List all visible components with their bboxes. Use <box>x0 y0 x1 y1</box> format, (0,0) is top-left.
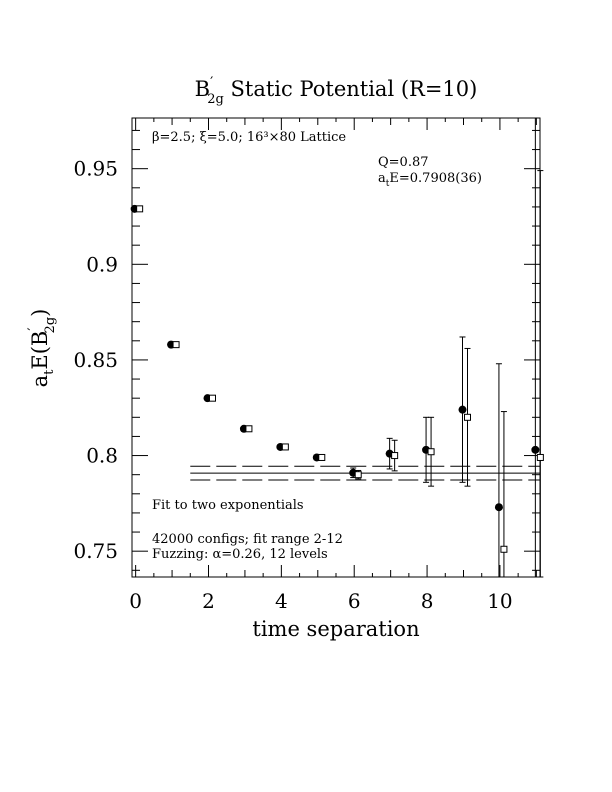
fit-type-annotation: Fit to two exponentials <box>152 498 304 513</box>
square-point <box>136 205 144 213</box>
y-tick-label: 0.85 <box>73 348 118 372</box>
circle-point <box>385 437 394 470</box>
point-marker <box>500 545 508 553</box>
chart-title: B′ 2g Static Potential (R=10) <box>195 75 478 107</box>
x-tick-label: 10 <box>487 589 512 613</box>
ylabel-close: ) <box>28 309 52 317</box>
y-tick-label: 0.75 <box>73 539 118 563</box>
point-marker <box>536 453 544 461</box>
square-point <box>427 416 435 487</box>
x-tick-label: 8 <box>421 589 434 613</box>
square-point <box>354 469 362 480</box>
point-marker <box>531 445 540 454</box>
square-point <box>281 443 289 451</box>
ylabel-t: t <box>42 369 57 375</box>
square-point <box>500 411 508 578</box>
q-annotation: Q=0.87 <box>378 155 429 170</box>
square-point <box>245 425 253 433</box>
data-marks <box>130 117 544 578</box>
title-subscript: 2g <box>207 92 224 107</box>
x-tick-label: 4 <box>275 589 288 613</box>
title-prime: ′ <box>210 75 213 91</box>
ylabel-prime: ′ <box>26 327 42 330</box>
ylabel-a: a <box>28 375 52 388</box>
energy-annotation: atE=0.7908(36) <box>378 171 482 189</box>
x-axis-label: time separation <box>252 617 419 641</box>
configs-annotation: 42000 configs; fit range 2-12 <box>152 532 343 547</box>
energy-a: a <box>378 171 386 186</box>
point-marker <box>136 205 144 213</box>
square-point <box>464 347 471 487</box>
circle-point <box>458 336 467 483</box>
energy-rest: E=0.7908(36) <box>389 171 482 186</box>
point-marker <box>354 471 362 479</box>
point-marker <box>281 443 289 451</box>
tick-labels: 0 2 4 6 8 10 0.75 0.8 0.85 0.9 0.95 <box>73 157 512 613</box>
point-marker <box>458 405 467 414</box>
point-marker <box>464 413 471 421</box>
x-tick-label: 2 <box>202 589 215 613</box>
lattice-annotation: β=2.5; ξ=5.0; 16³×80 Lattice <box>152 130 346 145</box>
square-point <box>391 439 399 472</box>
point-marker <box>391 452 399 460</box>
fit-band <box>190 465 540 481</box>
point-marker <box>427 448 435 456</box>
point-marker <box>209 394 216 402</box>
ylabel-sub: 2g <box>43 317 58 334</box>
square-point <box>536 170 544 578</box>
square-point <box>318 453 326 461</box>
x-tick-label: 0 <box>129 589 142 613</box>
x-tick-label: 6 <box>348 589 361 613</box>
fuzzing-annotation: Fuzzing: α=0.26, 12 levels <box>152 547 328 562</box>
square-point <box>209 394 216 402</box>
circle-point <box>531 117 540 578</box>
circle-point <box>494 363 503 578</box>
point-marker <box>172 341 180 349</box>
y-tick-label: 0.95 <box>73 157 118 181</box>
ylabel-e: E(B <box>28 331 52 370</box>
title-rest: Static Potential (R=10) <box>224 77 478 101</box>
title-main: B <box>195 77 210 101</box>
square-point <box>172 341 180 349</box>
point-marker <box>494 503 503 512</box>
y-tick-label: 0.8 <box>86 444 118 468</box>
y-axis-label: atE(B′2g) <box>26 309 58 388</box>
y-tick-label: 0.9 <box>86 252 118 276</box>
point-marker <box>245 425 253 433</box>
energy-t: t <box>386 179 390 189</box>
point-marker <box>318 453 326 461</box>
